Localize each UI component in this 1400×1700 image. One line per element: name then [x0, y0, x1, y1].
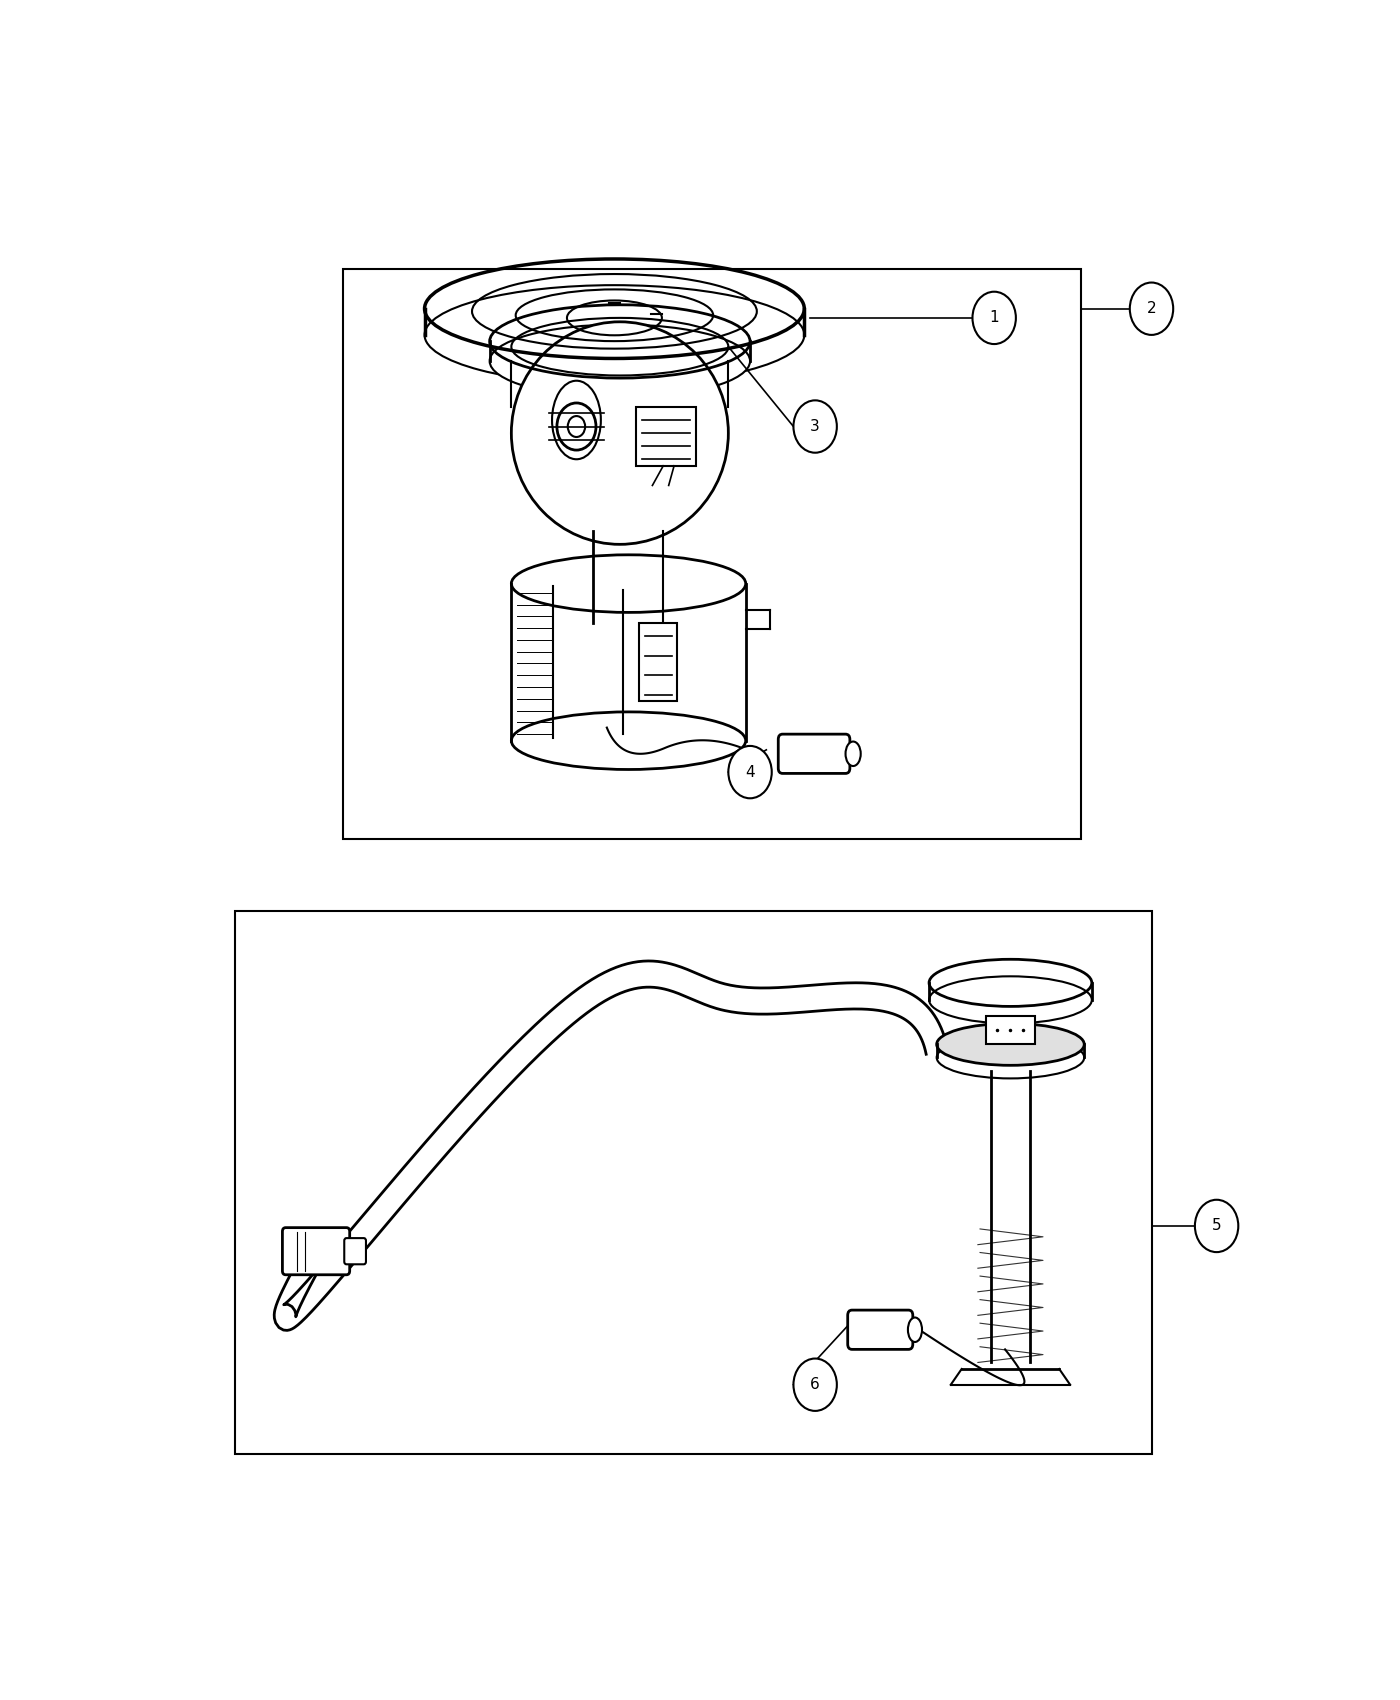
Ellipse shape	[937, 1023, 1084, 1066]
FancyBboxPatch shape	[640, 622, 678, 702]
Circle shape	[794, 401, 837, 452]
FancyBboxPatch shape	[848, 1311, 913, 1350]
Circle shape	[973, 292, 1016, 343]
Ellipse shape	[909, 1318, 923, 1341]
Ellipse shape	[424, 286, 804, 384]
FancyBboxPatch shape	[778, 734, 850, 774]
Ellipse shape	[930, 976, 1092, 1023]
Circle shape	[728, 746, 771, 799]
Circle shape	[568, 416, 585, 437]
FancyBboxPatch shape	[344, 1238, 365, 1265]
Ellipse shape	[511, 321, 728, 544]
Text: 2: 2	[1147, 301, 1156, 316]
Ellipse shape	[511, 554, 746, 612]
Ellipse shape	[937, 1037, 1084, 1078]
Text: 6: 6	[811, 1377, 820, 1392]
Text: 4: 4	[745, 765, 755, 780]
Circle shape	[557, 403, 596, 450]
Ellipse shape	[511, 712, 746, 770]
FancyBboxPatch shape	[283, 1227, 350, 1275]
Circle shape	[1194, 1200, 1239, 1253]
Ellipse shape	[846, 741, 861, 767]
Text: 1: 1	[990, 311, 1000, 325]
Ellipse shape	[490, 325, 750, 398]
FancyBboxPatch shape	[636, 406, 696, 466]
FancyBboxPatch shape	[986, 1015, 1035, 1044]
Circle shape	[794, 1358, 837, 1411]
Text: 5: 5	[1212, 1219, 1221, 1234]
Text: 3: 3	[811, 418, 820, 434]
Bar	[235, 911, 1151, 1454]
Circle shape	[1130, 282, 1173, 335]
Ellipse shape	[552, 381, 601, 459]
Bar	[343, 270, 1081, 838]
